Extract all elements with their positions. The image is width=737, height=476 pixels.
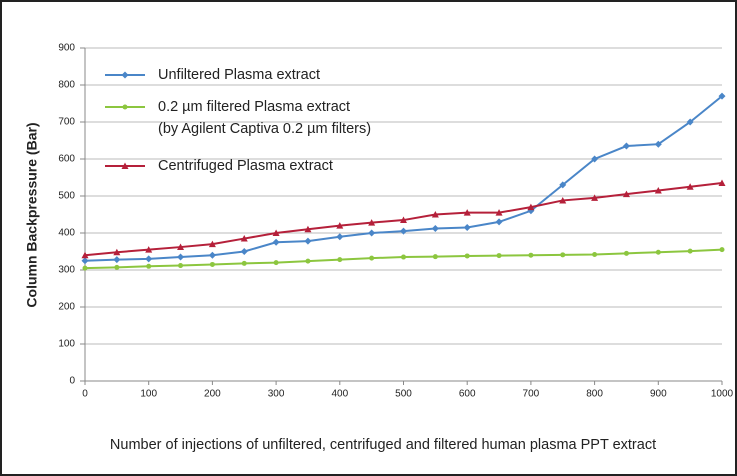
x-tick-label: 0 — [82, 389, 88, 400]
marker — [273, 260, 279, 266]
marker — [718, 92, 726, 100]
legend-label: Unfiltered Plasma extract — [158, 67, 320, 83]
marker — [337, 257, 343, 263]
x-tick-label: 300 — [268, 389, 285, 400]
marker — [654, 186, 662, 194]
marker — [401, 254, 406, 260]
marker — [272, 238, 280, 246]
marker — [623, 250, 629, 256]
marker — [272, 229, 280, 236]
marker — [591, 194, 599, 201]
marker — [431, 211, 439, 218]
marker — [591, 155, 599, 163]
marker — [208, 240, 216, 248]
x-tick-label: 100 — [140, 389, 157, 400]
legend-label: 0.2 µm filtered Plasma extract (by Agile… — [158, 99, 371, 137]
marker — [622, 142, 630, 150]
marker — [368, 219, 376, 226]
marker — [622, 190, 630, 198]
marker — [686, 118, 694, 126]
marker — [528, 252, 534, 258]
marker — [121, 71, 129, 79]
x-tick-label: 1000 — [711, 389, 734, 400]
x-tick-label: 600 — [459, 389, 476, 400]
marker — [121, 162, 129, 169]
y-tick-label: 0 — [69, 376, 75, 387]
marker — [496, 253, 502, 259]
marker — [400, 227, 407, 235]
x-tick-label: 700 — [523, 389, 540, 400]
marker — [113, 248, 121, 256]
marker — [431, 225, 439, 233]
marker — [304, 225, 312, 233]
legend-line-2: (by Agilent Captiva 0.2 µm filters) — [158, 121, 371, 137]
marker — [304, 237, 312, 245]
marker — [177, 253, 185, 261]
y-tick-label: 800 — [58, 80, 75, 91]
marker — [241, 260, 247, 266]
marker — [122, 104, 128, 110]
marker — [464, 253, 470, 259]
marker — [113, 256, 121, 264]
x-axis-label: Number of injections of unfiltered, cent… — [110, 437, 656, 453]
marker — [495, 209, 503, 216]
y-tick-label: 600 — [58, 154, 75, 165]
marker — [146, 263, 152, 269]
marker — [177, 243, 185, 251]
marker — [559, 196, 567, 204]
marker — [145, 255, 153, 263]
marker — [369, 255, 375, 261]
x-tick-label: 200 — [204, 389, 221, 400]
marker — [81, 257, 89, 265]
marker — [400, 216, 407, 224]
y-tick-label: 300 — [58, 265, 75, 276]
marker — [82, 265, 88, 271]
marker — [655, 249, 661, 255]
marker — [208, 251, 216, 259]
marker — [718, 179, 726, 187]
x-tick-label: 900 — [650, 389, 667, 400]
x-tick-label: 500 — [395, 389, 412, 400]
marker — [559, 181, 567, 189]
marker — [463, 209, 471, 216]
y-tick-label: 500 — [58, 191, 75, 202]
marker — [686, 183, 694, 190]
marker — [592, 251, 598, 257]
y-tick-label: 100 — [58, 339, 75, 350]
marker — [336, 222, 344, 229]
marker — [654, 140, 662, 148]
y-tick-label: 400 — [58, 228, 75, 239]
marker — [527, 203, 535, 211]
legend-line-1: 0.2 µm filtered Plasma extract — [158, 99, 354, 115]
marker — [240, 235, 248, 242]
marker — [560, 252, 566, 258]
marker — [240, 248, 248, 255]
marker — [305, 258, 311, 264]
marker — [368, 229, 376, 237]
x-tick-label: 400 — [331, 389, 348, 400]
marker — [178, 263, 184, 269]
y-tick-label: 700 — [58, 117, 75, 128]
marker — [336, 233, 344, 241]
marker — [719, 247, 725, 253]
marker — [432, 254, 438, 260]
marker — [81, 251, 89, 259]
marker — [209, 261, 215, 267]
marker — [687, 248, 693, 254]
legend-label: Centrifuged Plasma extract — [158, 158, 333, 174]
y-tick-label: 200 — [58, 302, 75, 313]
x-tick-label: 800 — [586, 389, 603, 400]
y-tick-label: 900 — [58, 43, 75, 54]
marker — [495, 218, 503, 226]
marker — [145, 246, 153, 253]
y-axis-label: Column Backpressure (Bar) — [24, 122, 40, 307]
marker — [463, 223, 471, 231]
marker — [114, 264, 120, 270]
